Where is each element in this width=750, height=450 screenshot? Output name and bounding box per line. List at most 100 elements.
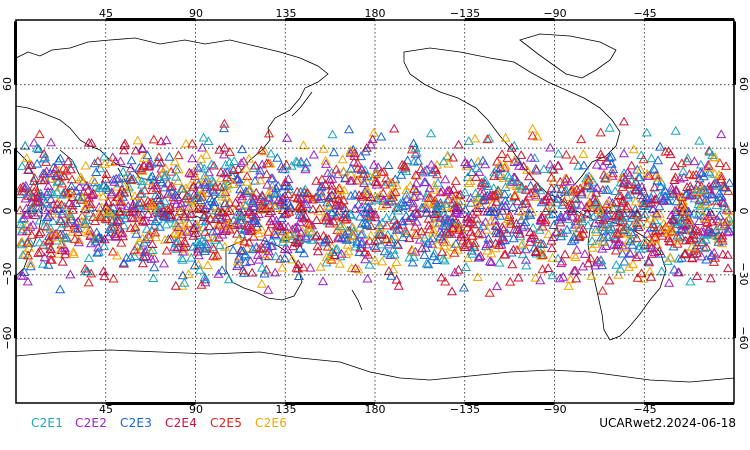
observation-marker bbox=[474, 252, 485, 262]
observation-marker bbox=[651, 208, 662, 218]
observation-marker bbox=[158, 258, 170, 268]
observation-marker bbox=[511, 181, 522, 190]
observation-marker bbox=[58, 218, 69, 228]
observation-marker bbox=[596, 152, 607, 161]
observation-marker bbox=[411, 147, 422, 157]
observation-marker bbox=[319, 211, 330, 221]
observation-marker bbox=[560, 173, 571, 183]
observation-marker bbox=[610, 186, 621, 195]
observation-marker bbox=[408, 251, 419, 261]
observation-marker bbox=[247, 267, 258, 277]
observation-marker bbox=[391, 238, 402, 248]
observation-marker bbox=[115, 215, 126, 224]
observation-marker bbox=[447, 152, 459, 162]
observation-marker bbox=[206, 159, 217, 169]
observation-marker bbox=[155, 157, 166, 167]
observation-marker bbox=[535, 275, 546, 285]
observation-marker bbox=[345, 190, 356, 200]
observation-marker bbox=[133, 211, 144, 221]
observation-marker bbox=[196, 187, 208, 197]
observation-marker bbox=[147, 171, 158, 180]
observation-marker bbox=[364, 235, 375, 245]
observation-marker bbox=[700, 198, 711, 208]
top-lon-label: 45 bbox=[99, 7, 113, 20]
observation-marker bbox=[254, 244, 265, 253]
observation-marker bbox=[45, 137, 57, 147]
observation-marker bbox=[595, 205, 606, 214]
observation-marker bbox=[141, 251, 152, 261]
observation-marker bbox=[142, 195, 153, 205]
observation-marker bbox=[676, 223, 687, 233]
observation-marker bbox=[199, 226, 211, 236]
observation-marker bbox=[160, 234, 171, 244]
observation-marker bbox=[368, 127, 379, 137]
observation-marker bbox=[48, 162, 59, 172]
observation-marker bbox=[86, 189, 97, 199]
observation-marker bbox=[717, 196, 728, 206]
observation-marker bbox=[335, 183, 346, 193]
observation-marker bbox=[322, 210, 333, 220]
observation-marker bbox=[263, 284, 274, 294]
observation-marker bbox=[345, 145, 356, 155]
observation-marker bbox=[571, 184, 582, 194]
observation-marker bbox=[459, 187, 470, 197]
observation-marker bbox=[324, 174, 335, 184]
frame-tick-bar bbox=[644, 402, 734, 405]
observation-marker bbox=[658, 196, 669, 205]
left-latitude-labels: 60 30 0 −30 −60 bbox=[1, 77, 14, 350]
observation-marker bbox=[59, 171, 70, 180]
observation-marker bbox=[486, 257, 497, 266]
observation-marker bbox=[109, 221, 120, 231]
observation-marker bbox=[399, 228, 411, 238]
observation-marker bbox=[214, 144, 225, 154]
observation-marker bbox=[701, 241, 712, 251]
observation-marker bbox=[139, 246, 150, 256]
observation-marker bbox=[108, 202, 119, 212]
observation-marker bbox=[55, 216, 66, 225]
observation-marker bbox=[302, 193, 313, 203]
observation-marker bbox=[623, 234, 634, 244]
observation-marker bbox=[99, 234, 110, 244]
observation-markers bbox=[16, 116, 734, 297]
observation-marker bbox=[236, 193, 247, 203]
observation-marker bbox=[638, 273, 649, 283]
observation-marker bbox=[313, 246, 324, 256]
observation-marker bbox=[131, 228, 142, 238]
observation-marker bbox=[83, 253, 95, 262]
observation-marker bbox=[545, 159, 556, 169]
observation-marker bbox=[224, 219, 235, 229]
observation-marker bbox=[46, 254, 57, 264]
observation-marker bbox=[120, 213, 132, 223]
observation-marker bbox=[360, 217, 371, 227]
observation-marker bbox=[348, 222, 359, 232]
observation-marker bbox=[694, 204, 705, 214]
right-lat-label: −30 bbox=[737, 262, 750, 285]
bottom-lon-label: 135 bbox=[276, 403, 297, 416]
observation-marker bbox=[429, 248, 440, 258]
observation-marker bbox=[20, 209, 32, 219]
observation-marker bbox=[312, 241, 323, 251]
observation-marker bbox=[78, 217, 89, 227]
observation-marker bbox=[571, 273, 582, 283]
observation-marker bbox=[477, 155, 488, 165]
observation-marker bbox=[655, 181, 666, 191]
observation-marker bbox=[705, 273, 716, 283]
observation-marker bbox=[552, 193, 563, 203]
observation-marker bbox=[65, 164, 76, 174]
observation-marker bbox=[307, 204, 318, 214]
observation-marker bbox=[159, 182, 170, 192]
observation-marker bbox=[269, 188, 280, 198]
observation-marker bbox=[326, 180, 337, 190]
observation-marker bbox=[301, 233, 312, 243]
observation-marker bbox=[132, 175, 143, 185]
observation-marker bbox=[442, 185, 453, 195]
observation-marker bbox=[426, 159, 437, 169]
observation-marker bbox=[276, 213, 287, 222]
frame-tick-bar bbox=[733, 148, 736, 212]
observation-marker bbox=[500, 182, 511, 191]
observation-marker bbox=[66, 185, 77, 195]
observation-marker bbox=[108, 174, 119, 184]
observation-marker bbox=[161, 245, 172, 255]
observation-marker bbox=[396, 169, 407, 179]
observation-marker bbox=[192, 246, 203, 256]
